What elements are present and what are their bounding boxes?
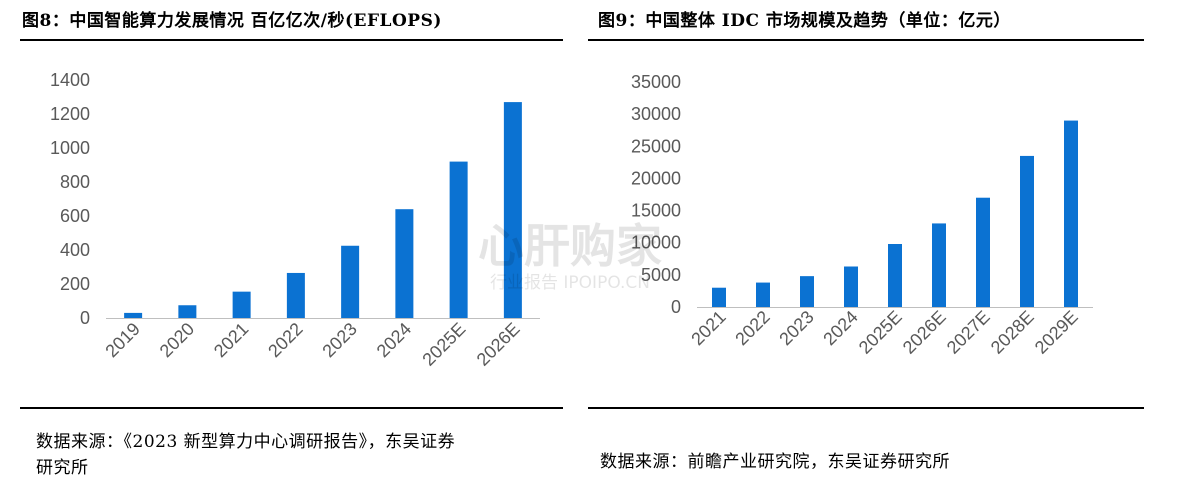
right-bar-2021	[712, 287, 726, 307]
left-y-tick-label: 800	[60, 172, 90, 192]
left-bar-2022	[286, 272, 305, 318]
right-x-tick-label: 2025E	[855, 307, 906, 358]
right-x-tick-label: 2026E	[899, 307, 950, 358]
right-bar-2028E	[1020, 155, 1034, 307]
left-bar-2024	[395, 209, 414, 318]
right-y-tick-label: 5000	[641, 265, 681, 285]
left-source-note: 数据来源：《2023 新型算力中心调研报告》，东吴证券 研究所	[36, 429, 455, 481]
left-bar-2020	[178, 305, 197, 318]
left-chart-title: 图8：中国智能算力发展情况 百亿亿次/秒(EFLOPS)	[22, 11, 442, 31]
left-bar-2019	[124, 312, 143, 318]
watermark-main: 心肝购家	[478, 219, 662, 273]
left-y-tick-label: 1400	[50, 70, 90, 90]
left-x-tick-label: 2024	[373, 319, 415, 361]
left-x-tick-label: 2019	[101, 319, 143, 361]
right-x-tick-label: 2029E	[1031, 307, 1082, 358]
left-bar-chart: 0 200 400 600 800 1000 1200 1400 2019 2020 2021 202…	[50, 70, 540, 370]
right-bar-2026E	[932, 223, 946, 307]
right-x-tick-label: 2021	[687, 307, 729, 349]
right-y-tick-label: 15000	[631, 201, 681, 221]
left-y-tick-label: 400	[60, 240, 90, 260]
left-y-tick-label: 600	[60, 206, 90, 226]
left-x-tick-label: 2021	[210, 319, 252, 361]
left-y-tick-label: 1200	[50, 104, 90, 124]
left-title-rule	[20, 39, 563, 41]
right-bar-2022	[756, 282, 770, 307]
right-bar-2024	[844, 266, 858, 307]
watermark: 心肝购家 行业报告 IPOIPO.CN	[478, 219, 662, 293]
left-x-tick-label: 2026E	[473, 319, 524, 370]
right-bar-2027E	[976, 197, 990, 307]
left-y-tick-label: 1000	[50, 138, 90, 158]
right-x-tick-label: 2022	[731, 307, 773, 349]
right-y-tick-label: 10000	[631, 233, 681, 253]
left-y-tick-label: 200	[60, 274, 90, 294]
left-x-tick-label: 2025E	[418, 319, 469, 370]
right-y-tick-label: 30000	[631, 104, 681, 124]
right-x-tick-label: 2027E	[943, 307, 994, 358]
left-bar-2023	[341, 245, 360, 318]
left-source-line1: 数据来源：《2023 新型算力中心调研报告》，东吴证券	[36, 432, 456, 452]
right-bar-2029E	[1064, 120, 1078, 307]
right-y-tick-label: 20000	[631, 168, 681, 188]
right-bar-2023	[800, 276, 814, 307]
left-y-tick-label: 0	[80, 308, 90, 328]
right-x-tick-label: 2028E	[987, 307, 1038, 358]
right-chart-title: 图9：中国整体 IDC 市场规模及趋势（单位：亿元）	[598, 11, 1011, 31]
left-x-tick-label: 2020	[156, 319, 198, 361]
left-bar-2026E	[503, 102, 522, 318]
right-source-note: 数据来源：前瞻产业研究院，东吴证券研究所	[600, 452, 950, 472]
left-x-tick-label: 2022	[264, 319, 306, 361]
right-source-rule	[588, 407, 1144, 409]
right-x-tick-label: 2023	[775, 307, 817, 349]
watermark-sub: 行业报告 IPOIPO.CN	[490, 273, 650, 293]
left-bar-2021	[232, 291, 251, 318]
right-y-tick-label: 0	[671, 297, 681, 317]
right-title-rule	[588, 39, 1144, 41]
left-source-line2: 研究所	[36, 458, 89, 478]
left-bar-2025E	[449, 161, 468, 318]
right-bar-2025E	[888, 244, 902, 307]
right-y-tick-label: 35000	[631, 72, 681, 92]
right-y-tick-label: 25000	[631, 136, 681, 156]
left-x-tick-label: 2023	[318, 319, 360, 361]
left-source-rule	[20, 407, 563, 409]
